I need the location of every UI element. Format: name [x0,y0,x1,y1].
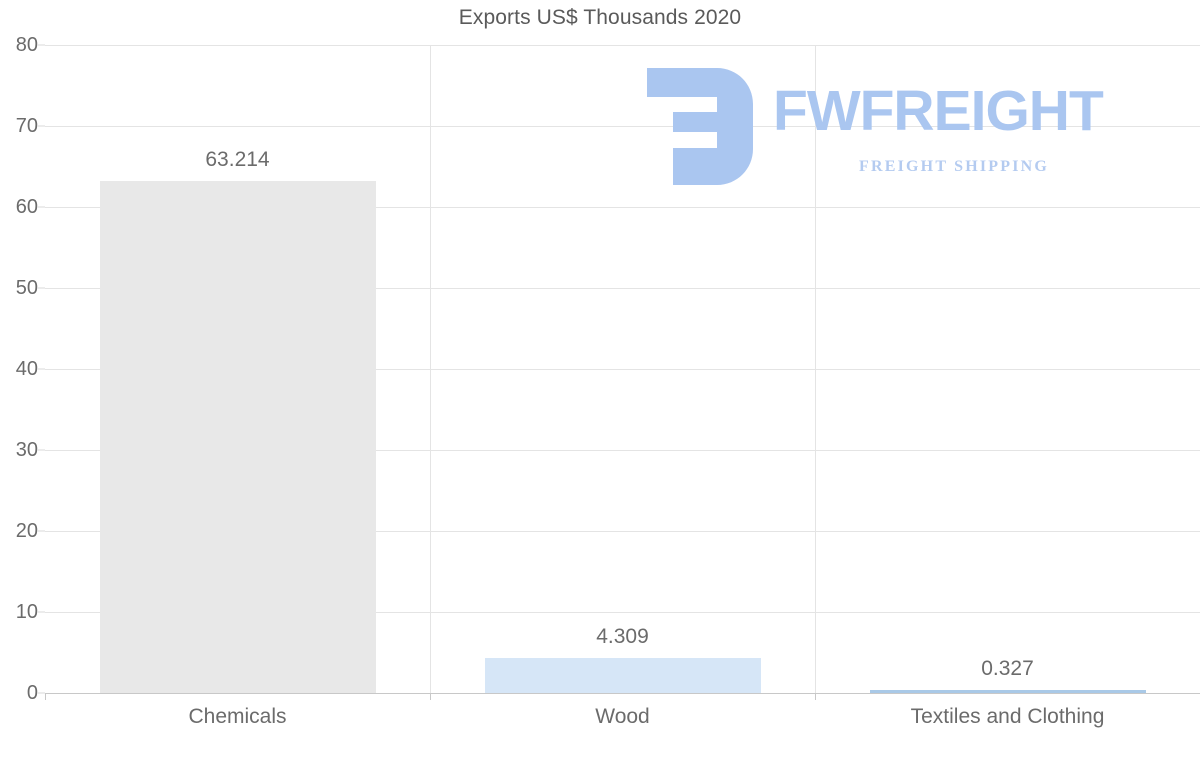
bar-value-label: 4.309 [596,625,649,649]
y-tick-mark [38,287,45,289]
bar-textiles-and-clothing[interactable] [869,690,1146,693]
x-tick-label: Chemicals [188,705,287,728]
y-tick-mark [38,449,45,451]
y-tick-mark [38,206,45,208]
y-tick-label: 80 [15,34,38,56]
y-tick-label: 30 [15,439,38,461]
bar-value-label: 0.327 [981,657,1034,680]
y-tick-mark [38,611,45,613]
gridline-vertical [430,45,431,693]
y-tick-label: 40 [15,358,38,380]
x-tick-label: Textiles and Clothing [910,705,1105,728]
y-tick-mark [38,530,45,532]
gridline-vertical [815,45,816,693]
y-tick-mark [38,368,45,370]
y-tick-label: 50 [15,277,38,299]
bar-chemicals[interactable] [99,180,376,693]
y-tick-mark [38,692,45,694]
y-tick-label: 10 [15,601,38,623]
gridline-horizontal [45,450,1200,451]
y-tick-label: 20 [15,520,38,542]
gridline-horizontal [45,531,1200,532]
x-tick-mark [815,694,816,700]
y-axis: 0 10 20 30 40 50 60 70 80 [0,0,38,763]
plot-area [45,45,1200,694]
y-tick-label: 0 [26,682,38,704]
y-tick-label: 70 [15,115,38,137]
y-tick-label: 60 [15,196,38,218]
chart-title: Exports US$ Thousands 2020 [458,6,742,29]
x-tick-label: Wood [595,705,650,728]
gridline-horizontal [45,207,1200,208]
gridline-horizontal [45,369,1200,370]
gridline-horizontal [45,126,1200,127]
gridline-horizontal [45,45,1200,46]
bar-value-label: 63.214 [205,147,270,171]
y-tick-mark [38,125,45,127]
gridline-horizontal [45,288,1200,289]
x-axis-line [45,693,1200,694]
gridline-horizontal [45,612,1200,613]
bar-wood[interactable] [484,658,761,693]
x-tick-mark [45,694,46,700]
x-tick-mark [430,694,431,700]
y-tick-mark [38,44,45,46]
